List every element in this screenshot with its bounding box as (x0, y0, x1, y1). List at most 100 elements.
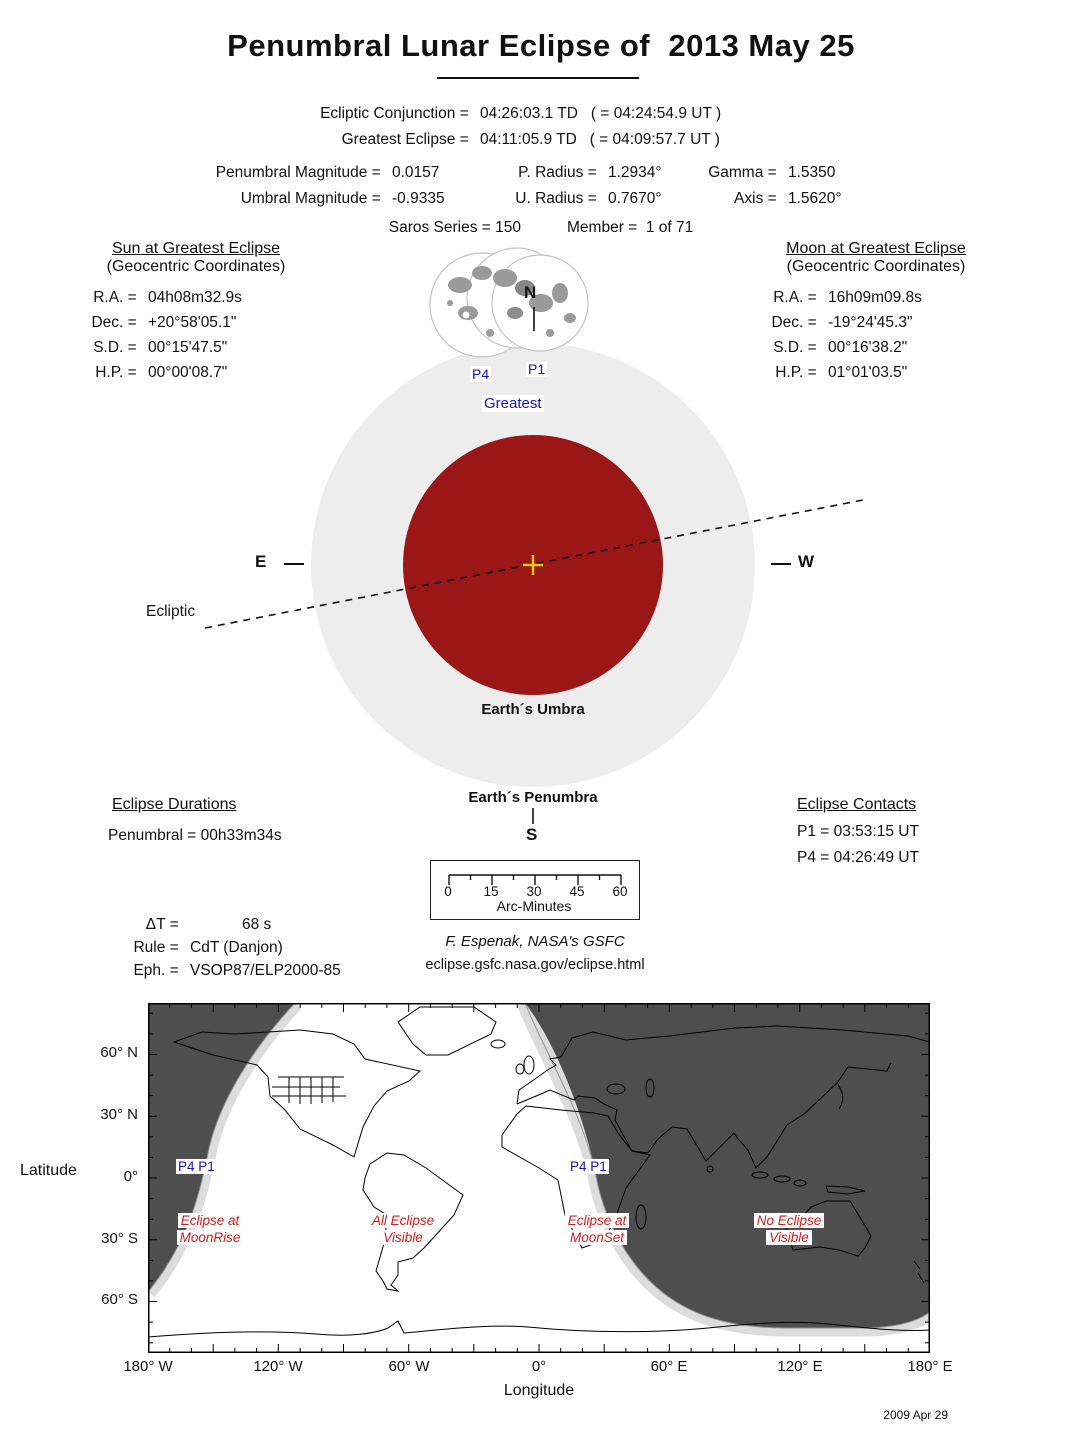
saros-member: Member = 1 of 71 (567, 219, 694, 236)
saros-row: Saros Series = 150 Member = 1 of 71 (0, 219, 1082, 237)
conjunction-value: 04:26:03.1 TD ( = 04:24:54.9 UT ) (480, 105, 722, 122)
scale-bar-box (430, 860, 640, 920)
delta-t-value: 68 s (242, 916, 272, 933)
compass-east-label: E (255, 552, 267, 571)
durations-title: Eclipse Durations (112, 796, 237, 813)
map-axis-ticks (148, 1003, 930, 1353)
penumbral-magnitude-label: Penumbral Magnitude = (215, 164, 385, 181)
saros-series: Saros Series = 150 (388, 219, 522, 236)
zone-none-line2: Visible (766, 1230, 812, 1245)
sun-block-subtitle: (Geocentric Coordinates) (106, 258, 286, 275)
compass-north-label: N (524, 283, 537, 302)
scale-tick-30: 30 (526, 884, 542, 899)
scale-tick-15: 15 (483, 884, 499, 899)
ephemeris-label: Eph. = (133, 962, 183, 979)
sun-hp-label: H.P. = (95, 364, 141, 381)
conjunction-block: Ecliptic Conjunction = 04:26:03.1 TD ( =… (0, 101, 1082, 153)
compass-south-label: S (526, 825, 538, 844)
zone-label-no-eclipse: No Eclipse Visible (729, 1212, 849, 1246)
zone-all-line2: Visible (380, 1230, 426, 1245)
u-radius-value: 0.7670° (608, 190, 662, 207)
moon-disks-graphic (429, 247, 589, 358)
compass-west-label: W (798, 552, 815, 571)
ephemeris-value: VSOP87/ELP2000-85 (190, 962, 341, 979)
umbral-magnitude-label: Umbral Magnitude = (240, 190, 385, 207)
greatest-eclipse-label: Greatest Eclipse = (341, 131, 473, 148)
sun-sd-value: 00°15'47.5" (148, 339, 228, 356)
map-contact-label-west: P4 P1 (176, 1159, 217, 1174)
moon-dec-label: Dec. = (771, 314, 821, 331)
map-xlabel: Longitude (503, 1382, 575, 1399)
penumbra-label: Earth´s Penumbra (468, 789, 598, 806)
sun-ra-label: R.A. = (93, 289, 141, 306)
moon-hp-value: 01°01'03.5" (828, 364, 908, 381)
lat-60s: 60° S (101, 1291, 138, 1308)
sun-dec-label: Dec. = (91, 314, 141, 331)
moon-sd-value: 00°16'38.2" (828, 339, 908, 356)
moon-hp-label: H.P. = (775, 364, 821, 381)
moon-block-subtitle: (Geocentric Coordinates) (786, 258, 966, 275)
sun-dec-value: +20°58'05.1" (148, 314, 237, 331)
scale-unit-label: Arc-Minutes (496, 898, 572, 914)
ecliptic-label: Ecliptic (146, 603, 196, 620)
lon-60e: 60° E (650, 1358, 688, 1375)
axis-label: Axis = (734, 190, 781, 207)
lon-180w: 180° W (123, 1358, 173, 1375)
greatest-eclipse-value: 04:11:05.9 TD ( = 04:09:57.7 UT ) (480, 131, 720, 148)
moon-dec-value: -19°24'45.3" (828, 314, 913, 331)
p-radius-value: 1.2934° (608, 164, 662, 181)
lat-30s: 30° S (101, 1230, 138, 1247)
scale-tick-0: 0 (444, 884, 452, 899)
lon-120w: 120° W (253, 1358, 303, 1375)
zone-label-moonrise: Eclipse at MoonRise (150, 1212, 270, 1246)
u-radius-label: U. Radius = (515, 190, 601, 207)
gamma-label: Gamma = (708, 164, 781, 181)
zone-all-line1: All Eclipse (368, 1213, 438, 1228)
zone-moonrise-line1: Eclipse at (177, 1213, 243, 1228)
moon-ra-value: 16h09m09.8s (828, 289, 922, 306)
umbra-label: Earth´s Umbra (481, 701, 585, 718)
rule-label: Rule = (133, 939, 183, 956)
credit-url: eclipse.gsfc.nasa.gov/eclipse.html (425, 957, 645, 973)
penumbral-magnitude-value: 0.0157 (392, 164, 440, 181)
p-radius-label: P. Radius = (518, 164, 601, 181)
lat-30n: 30° N (100, 1106, 138, 1123)
lon-180e: 180° E (907, 1358, 953, 1375)
title-underline (437, 77, 639, 79)
gamma-value: 1.5350 (788, 164, 836, 181)
lon-0: 0° (531, 1358, 547, 1375)
page-title: Penumbral Lunar Eclipse of 2013 May 25 (227, 28, 855, 63)
continent-outlines (148, 1006, 930, 1338)
map-border (148, 1003, 930, 1353)
contact-p1-time: P1 = 03:53:15 UT (797, 823, 919, 840)
contact-p4-label: P4 (470, 366, 492, 382)
scale-tick-60: 60 (612, 884, 628, 899)
umbra-circle (403, 435, 663, 695)
zone-moonset-line2: MoonSet (566, 1230, 628, 1245)
delta-t-label: ΔT = (145, 916, 183, 933)
computation-block: ΔT = 68 s Rule = CdT (Danjon) Eph. = VSO… (112, 913, 341, 982)
scale-bar-ruler (448, 874, 622, 885)
lon-120e: 120° E (777, 1358, 823, 1375)
moon-ra-label: R.A. = (773, 289, 821, 306)
conjunction-label: Ecliptic Conjunction = (320, 105, 473, 122)
zone-label-moonset: Eclipse at MoonSet (537, 1212, 657, 1246)
sun-block-title: Sun at Greatest Eclipse (111, 240, 281, 257)
lat-0: 0° (123, 1168, 138, 1185)
greatest-position-label: Greatest (482, 395, 544, 412)
rule-value: CdT (Danjon) (190, 939, 283, 956)
zone-none-line1: No Eclipse (753, 1213, 825, 1228)
zone-moonrise-line2: MoonRise (176, 1230, 244, 1245)
sun-sd-label: S.D. = (93, 339, 141, 356)
contact-p1-label: P1 (526, 361, 548, 377)
lon-60w: 60° W (388, 1358, 430, 1375)
lat-60n: 60° N (100, 1044, 138, 1061)
sun-ra-value: 04h08m32.9s (148, 289, 242, 306)
visibility-map (148, 1003, 930, 1353)
sun-hp-value: 00°00'08.7" (148, 364, 228, 381)
map-ylabel: Latitude (20, 1162, 77, 1179)
contact-p4-time: P4 = 04:26:49 UT (797, 849, 919, 866)
zone-moonset-line1: Eclipse at (564, 1213, 630, 1228)
moon-block-title: Moon at Greatest Eclipse (786, 240, 966, 257)
